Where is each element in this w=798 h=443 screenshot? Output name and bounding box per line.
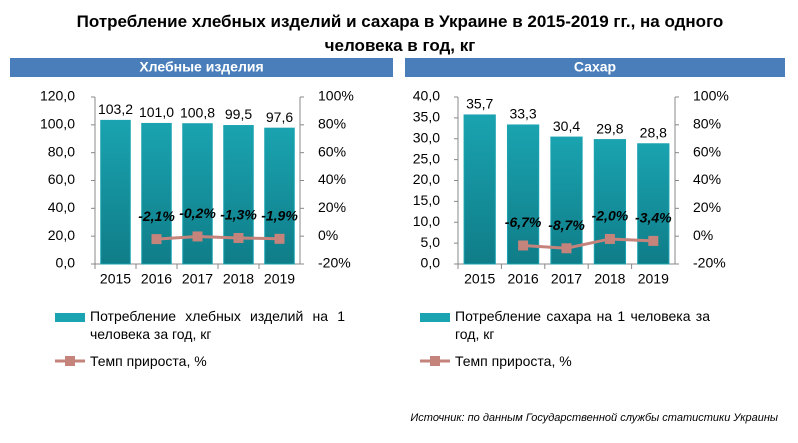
bar: [463, 114, 496, 265]
source: Источник: по данным Государственной служ…: [410, 412, 778, 424]
point: [604, 233, 615, 244]
bar-label: 33,3: [509, 106, 536, 122]
point: [518, 240, 529, 251]
y-tick-label: 25,0: [413, 150, 440, 166]
bar-label: 97,6: [266, 109, 293, 125]
y2-tick-label: 80%: [318, 116, 346, 132]
y2-tick-label: -20%: [693, 255, 726, 271]
bar-label: 100,8: [180, 104, 215, 120]
legend-label: Потребление хлебных изделий на 1 человек…: [90, 308, 345, 342]
legend-label: Темп прироста, %: [455, 353, 572, 369]
point-label: -6,7%: [505, 214, 542, 230]
y2-tick-label: 100%: [318, 88, 354, 104]
bar: [550, 136, 583, 265]
y2-tick-label: 60%: [693, 143, 721, 159]
legend-marker: [55, 313, 85, 322]
bar: [593, 139, 627, 265]
bar-label: 30,4: [553, 118, 580, 134]
y-tick-label: 0,0: [56, 255, 76, 271]
panel-header: [405, 58, 785, 77]
x-tick-label: 2016: [141, 271, 172, 287]
y-tick-label: 20,0: [48, 227, 75, 243]
line: [523, 237, 654, 250]
y-tick-label: 30,0: [413, 129, 440, 145]
bar: [182, 123, 213, 265]
legend-label: Темп прироста, %: [90, 353, 207, 369]
point-label: -8,7%: [548, 217, 585, 233]
y2-tick-label: 0%: [318, 227, 338, 243]
point-label: -1,3%: [220, 207, 257, 223]
x-tick-label: 2017: [182, 271, 213, 287]
x-tick-label: 2015: [464, 271, 495, 287]
y-tick-label: 5,0: [421, 234, 441, 250]
legend-marker: [430, 356, 440, 366]
y2-tick-label: 80%: [693, 116, 721, 132]
panel-header: [10, 58, 393, 77]
point: [151, 234, 162, 245]
y2-tick-label: -20%: [318, 255, 351, 271]
bar-label: 35,7: [466, 96, 493, 112]
bar: [223, 125, 254, 265]
point: [274, 233, 285, 244]
point-label: -3,4%: [635, 210, 672, 226]
x-tick-label: 2015: [100, 271, 131, 287]
y2-tick-label: 100%: [693, 88, 729, 104]
line: [156, 234, 280, 241]
y-tick-label: 15,0: [413, 192, 440, 208]
y2-tick-label: 60%: [318, 143, 346, 159]
bar-label: 29,8: [596, 120, 623, 136]
panel-title: Хлебные изделия: [139, 59, 263, 75]
bar: [637, 143, 670, 265]
y2-tick-label: 0%: [693, 227, 713, 243]
x-tick-label: 2019: [264, 271, 295, 287]
y-tick-label: 0,0: [421, 255, 441, 271]
x-tick-label: 2019: [638, 271, 669, 287]
y-tick-label: 35,0: [413, 109, 440, 125]
y2-tick-label: 20%: [318, 199, 346, 215]
bar: [100, 119, 131, 265]
y2-tick-label: 40%: [693, 171, 721, 187]
y2-tick-label: 40%: [318, 171, 346, 187]
point: [233, 232, 244, 243]
point-label: -1,9%: [261, 208, 298, 224]
y2-tick-label: 20%: [693, 199, 721, 215]
y-tick-label: 60,0: [48, 171, 75, 187]
x-tick-label: 2016: [508, 271, 539, 287]
point-label: -2,0%: [592, 208, 629, 224]
bar-label: 101,0: [139, 104, 174, 120]
y-tick-label: 40,0: [413, 88, 440, 104]
legend-marker: [420, 313, 450, 322]
y-tick-label: 10,0: [413, 213, 440, 229]
panel-title: Сахар: [574, 59, 616, 75]
x-tick-label: 2018: [594, 271, 625, 287]
legend-marker: [65, 356, 75, 366]
title: Потребление хлебных изделий и сахара в У…: [76, 12, 724, 55]
bar-label: 28,8: [640, 124, 667, 140]
y-tick-label: 80,0: [48, 143, 75, 159]
y-tick-label: 40,0: [48, 199, 75, 215]
legend-label: Потребление сахара на 1 человека за год,…: [455, 308, 710, 342]
point: [561, 243, 572, 254]
point: [192, 231, 203, 242]
point-label: -2,1%: [138, 208, 175, 224]
y-tick-label: 120,0: [40, 88, 75, 104]
x-tick-label: 2018: [223, 271, 254, 287]
y-tick-label: 20,0: [413, 171, 440, 187]
bar-label: 103,2: [98, 101, 133, 117]
point: [648, 235, 659, 246]
y-tick-label: 100,0: [40, 116, 75, 132]
bar-label: 99,5: [225, 106, 252, 122]
x-tick-label: 2017: [551, 271, 582, 287]
point-label: -0,2%: [179, 205, 216, 221]
